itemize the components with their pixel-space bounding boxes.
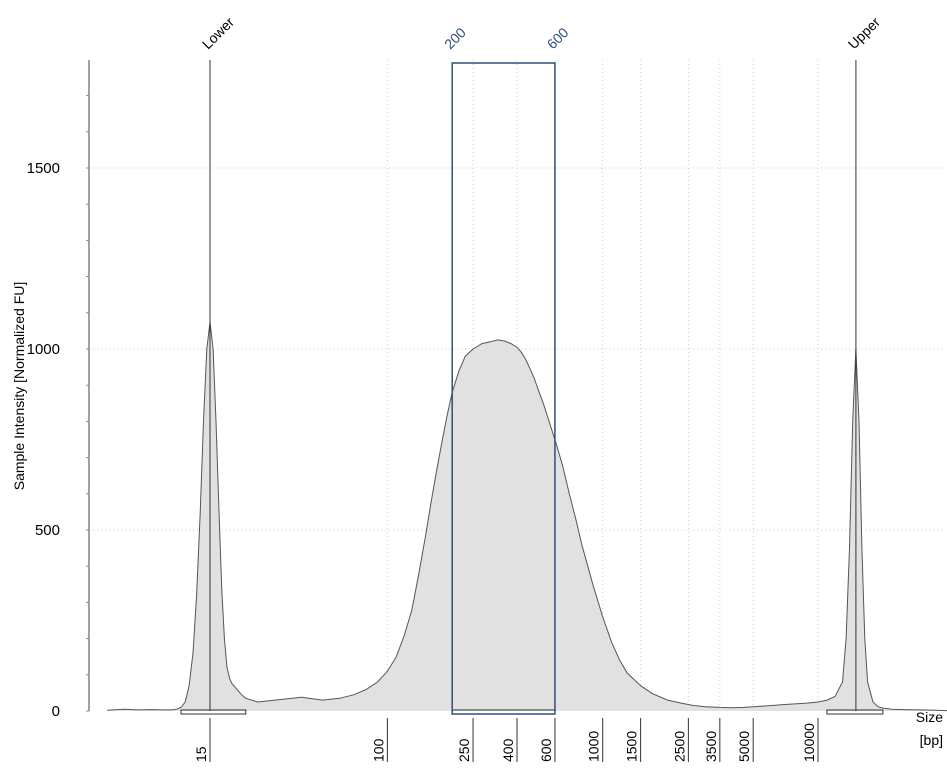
electropherogram-fill	[107, 321, 947, 711]
peak-marker-label: Upper	[845, 14, 884, 53]
x-tick-label: 1500	[624, 731, 640, 762]
x-tick-label: 400	[500, 738, 516, 762]
electropherogram-trace	[107, 321, 947, 712]
region-edge-label: 600	[544, 24, 572, 52]
y-tick-label: 0	[52, 703, 60, 720]
x-tick-layer: 15 100 250 400 600 1000 1500 2500 3500 5000 10000	[193, 718, 819, 762]
y-tick-label: 1500	[27, 160, 60, 177]
x-tick-label: 2500	[671, 731, 687, 762]
y-tick-layer: 0 500 1000 1500	[27, 95, 89, 720]
y-axis-title: Sample Intensity [Normalized FU]	[11, 282, 27, 491]
region-edge-label: 200	[441, 24, 469, 52]
x-tick-label: 100	[370, 738, 386, 762]
integration-window	[180, 709, 247, 715]
integration-window	[826, 709, 884, 715]
x-tick-label: 600	[538, 738, 554, 762]
y-tick-label: 1000	[27, 341, 60, 358]
area-layer	[107, 321, 947, 712]
x-tick-label: 15	[193, 746, 209, 762]
x-tick-label: 3500	[703, 731, 719, 762]
size-region-box	[451, 62, 556, 715]
y-tick-label: 500	[35, 522, 60, 539]
x-tick-label: 10000	[801, 723, 817, 762]
x-axis-unit: [bp]	[920, 732, 943, 748]
x-tick-label: 1000	[586, 731, 602, 762]
x-axis-title: Size	[916, 709, 943, 725]
peak-marker-label: Lower	[199, 14, 238, 53]
x-tick-label: 250	[456, 738, 472, 762]
x-tick-label: 5000	[736, 731, 752, 762]
